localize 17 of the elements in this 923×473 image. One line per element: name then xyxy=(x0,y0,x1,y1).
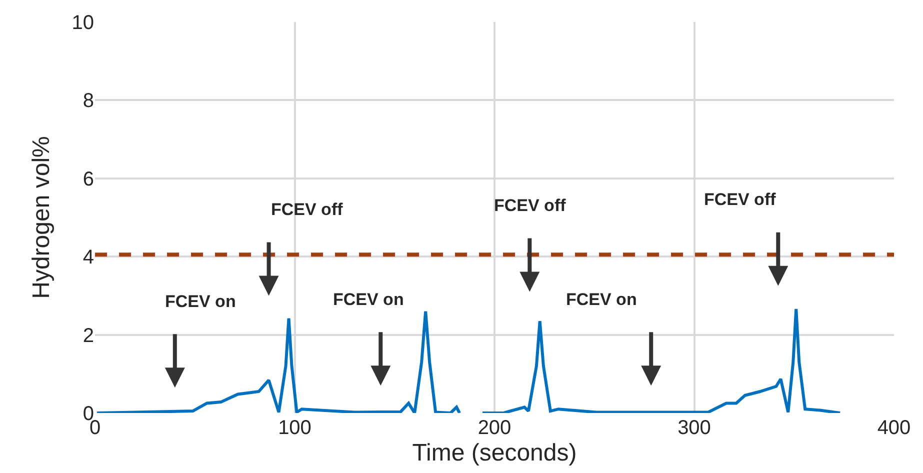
annotation: FCEV off xyxy=(271,200,344,219)
x-axis-title: Time (seconds) xyxy=(412,439,577,466)
annotation: FCEV off xyxy=(494,196,566,215)
annotation: FCEV off xyxy=(704,190,776,209)
x-tick-label: 300 xyxy=(678,417,711,439)
x-tick-label: 100 xyxy=(278,417,312,439)
annotation: FCEV on xyxy=(333,290,404,309)
annotation: FCEV on xyxy=(566,290,637,309)
y-tick-label: 4 xyxy=(82,246,94,269)
y-tick-label: 10 xyxy=(72,12,94,34)
x-tick-label: 400 xyxy=(877,417,911,439)
y-axis-title: Hydrogen vol% xyxy=(28,136,55,299)
y-tick-label: 2 xyxy=(82,324,94,347)
y-tick-label: 6 xyxy=(82,168,94,190)
x-tick-label: 200 xyxy=(478,417,512,439)
annotation: FCEV on xyxy=(165,292,236,311)
y-tick-label: 8 xyxy=(82,90,94,112)
